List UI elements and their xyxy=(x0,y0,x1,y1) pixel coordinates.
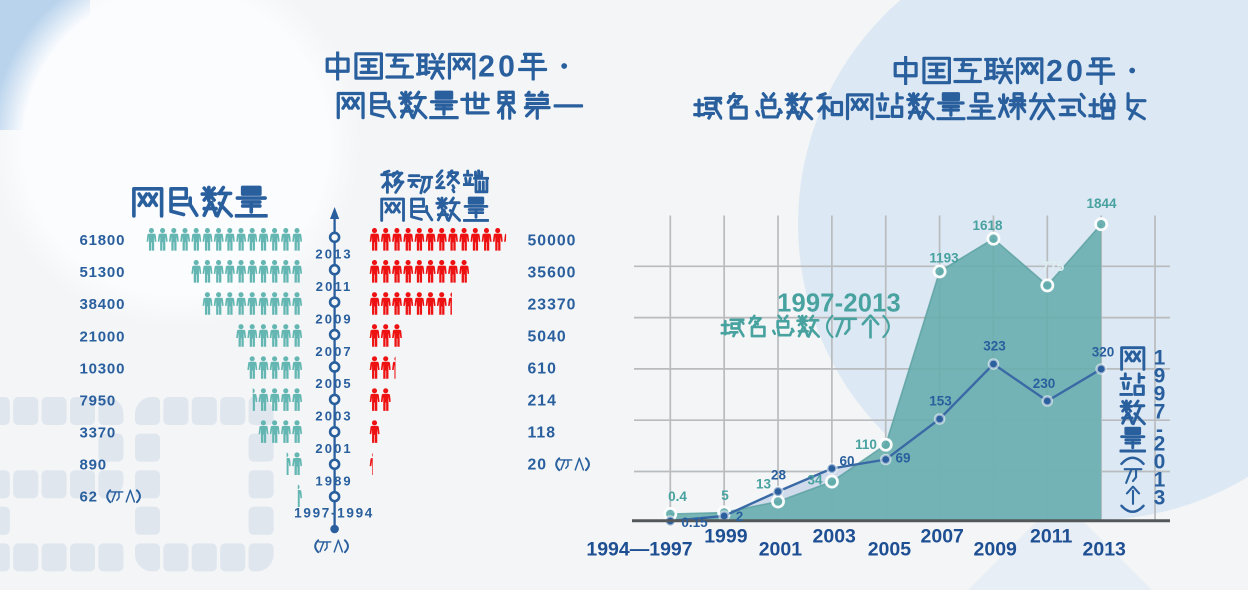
svg-text:5040: 5040 xyxy=(528,329,567,346)
svg-text:1997-1994: 1997-1994 xyxy=(294,505,374,520)
svg-text:1618: 1618 xyxy=(972,218,1003,233)
svg-text:13: 13 xyxy=(756,476,772,491)
svg-text:2005: 2005 xyxy=(315,376,352,391)
svg-text:61800: 61800 xyxy=(80,232,126,249)
svg-text:0: 0 xyxy=(1066,55,1083,88)
svg-text:890: 890 xyxy=(80,456,107,473)
svg-text:0.4: 0.4 xyxy=(668,489,687,504)
svg-text:2001: 2001 xyxy=(315,441,352,456)
svg-text:50000: 50000 xyxy=(528,232,577,249)
svg-text:9: 9 xyxy=(1154,383,1166,406)
svg-text:323: 323 xyxy=(983,338,1006,353)
svg-text:2007: 2007 xyxy=(921,526,964,548)
svg-text:9: 9 xyxy=(1154,365,1166,388)
svg-text:7950: 7950 xyxy=(80,392,117,409)
svg-text:0: 0 xyxy=(1154,451,1166,474)
svg-text:2013: 2013 xyxy=(1083,539,1127,561)
svg-text:2009: 2009 xyxy=(315,311,352,326)
svg-text:1: 1 xyxy=(1154,469,1166,492)
svg-text:775: 775 xyxy=(1042,259,1065,274)
svg-text:153: 153 xyxy=(929,393,952,408)
svg-text:10300: 10300 xyxy=(80,360,126,377)
svg-text:3370: 3370 xyxy=(80,424,117,441)
svg-text:2001: 2001 xyxy=(759,539,803,561)
svg-text:38400: 38400 xyxy=(80,296,126,313)
svg-text:62: 62 xyxy=(80,489,98,506)
svg-text:2013: 2013 xyxy=(315,247,352,262)
svg-text:110: 110 xyxy=(855,437,877,452)
svg-text:2003: 2003 xyxy=(315,409,352,424)
svg-text:1999: 1999 xyxy=(704,526,748,548)
svg-text:-: - xyxy=(1156,419,1163,442)
svg-text:35600: 35600 xyxy=(528,264,577,281)
svg-text:34: 34 xyxy=(807,472,823,487)
svg-text:69: 69 xyxy=(895,450,910,465)
svg-text:7: 7 xyxy=(1154,401,1166,424)
svg-text:2009: 2009 xyxy=(974,539,1018,561)
svg-text:20: 20 xyxy=(528,457,548,474)
svg-text:2: 2 xyxy=(1154,433,1166,456)
svg-text:1: 1 xyxy=(1154,347,1166,370)
svg-text:2011: 2011 xyxy=(316,279,353,294)
svg-text:60: 60 xyxy=(839,453,854,468)
svg-text:214: 214 xyxy=(528,393,557,410)
svg-text:610: 610 xyxy=(528,361,557,378)
svg-text:28: 28 xyxy=(771,467,787,482)
svg-text:1193: 1193 xyxy=(929,250,959,265)
svg-text:2: 2 xyxy=(478,50,495,83)
svg-text:3: 3 xyxy=(1154,487,1166,510)
svg-text:1994—1997: 1994—1997 xyxy=(586,539,692,561)
svg-text:0.15: 0.15 xyxy=(681,515,708,530)
svg-text:51300: 51300 xyxy=(80,264,126,281)
svg-text:118: 118 xyxy=(528,425,557,442)
svg-text:2005: 2005 xyxy=(868,539,912,561)
svg-text:2: 2 xyxy=(736,509,744,524)
svg-text:5: 5 xyxy=(721,488,729,503)
svg-text:0: 0 xyxy=(498,50,515,83)
svg-text:2: 2 xyxy=(1046,55,1063,88)
svg-text:230: 230 xyxy=(1033,376,1056,391)
svg-text:1844: 1844 xyxy=(1086,196,1117,211)
svg-text:1997-2013: 1997-2013 xyxy=(777,290,901,318)
svg-text:2007: 2007 xyxy=(315,344,352,359)
svg-text:21000: 21000 xyxy=(80,328,126,345)
svg-text:2011: 2011 xyxy=(1030,526,1072,548)
svg-text:1989: 1989 xyxy=(315,473,352,488)
svg-text:2003: 2003 xyxy=(813,526,857,548)
svg-text:320: 320 xyxy=(1092,344,1115,359)
svg-text:23370: 23370 xyxy=(528,296,577,313)
